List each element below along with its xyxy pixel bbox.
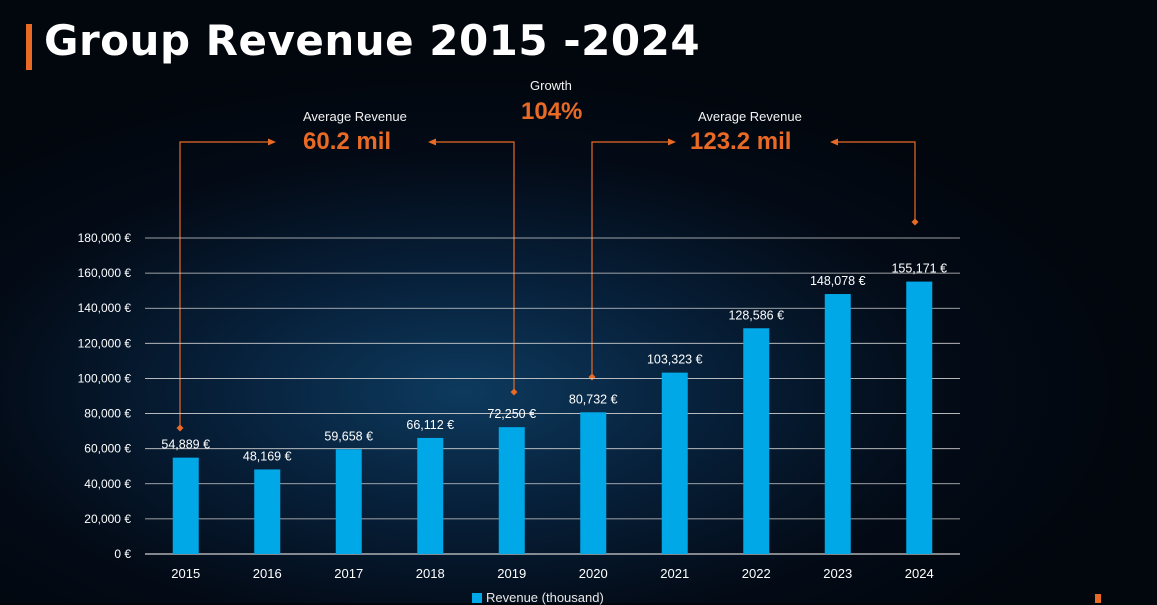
connector-marker bbox=[911, 218, 919, 226]
data-label: 80,732 € bbox=[569, 392, 618, 406]
y-tick-label: 180,000 € bbox=[78, 231, 132, 245]
data-label: 148,078 € bbox=[810, 274, 866, 288]
data-label: 59,658 € bbox=[324, 429, 373, 443]
data-label: 128,586 € bbox=[728, 308, 784, 322]
connector-right-start bbox=[591, 141, 668, 377]
connector-left-start bbox=[179, 141, 268, 428]
avg-revenue-left-label: Average Revenue bbox=[303, 109, 407, 124]
bar bbox=[661, 372, 688, 554]
x-tick-label: 2016 bbox=[253, 566, 282, 581]
y-tick-label: 20,000 € bbox=[84, 512, 131, 526]
bar bbox=[417, 437, 444, 554]
connector-marker bbox=[510, 388, 518, 396]
x-tick-label: 2015 bbox=[171, 566, 200, 581]
y-tick-label: 0 € bbox=[114, 547, 131, 561]
connector-left-end bbox=[436, 141, 515, 392]
bar bbox=[254, 469, 281, 554]
data-label: 66,112 € bbox=[406, 418, 454, 432]
data-label: 103,323 € bbox=[647, 353, 703, 367]
x-tick-label: 2022 bbox=[742, 566, 771, 581]
x-tick-label: 2023 bbox=[823, 566, 852, 581]
x-tick-label: 2020 bbox=[579, 566, 608, 581]
arrow-head bbox=[830, 138, 838, 146]
x-tick-label: 2024 bbox=[905, 566, 934, 581]
y-tick-label: 160,000 € bbox=[78, 266, 132, 280]
y-tick-label: 40,000 € bbox=[84, 477, 131, 491]
y-tick-label: 100,000 € bbox=[78, 371, 132, 385]
bar bbox=[335, 449, 362, 554]
x-axis-tick-labels: 2015 2016 2017 2018 2019 2020 2021 2022 2023 2024 bbox=[171, 566, 933, 581]
bar bbox=[580, 412, 607, 554]
bar bbox=[743, 328, 770, 554]
x-tick-label: 2017 bbox=[334, 566, 363, 581]
x-tick-label: 2021 bbox=[660, 566, 689, 581]
arrow-head bbox=[268, 138, 276, 146]
data-label: 72,250 € bbox=[487, 407, 536, 421]
annotation-connectors bbox=[176, 138, 919, 432]
connector-marker bbox=[176, 424, 184, 432]
growth-label: Growth bbox=[530, 78, 572, 93]
y-tick-label: 60,000 € bbox=[84, 442, 131, 456]
chart-bars bbox=[172, 281, 933, 554]
data-label: 54,889 € bbox=[161, 438, 210, 452]
chart-legend: Revenue (thousand) bbox=[472, 590, 604, 605]
connector-right-end bbox=[838, 141, 916, 222]
x-tick-label: 2019 bbox=[497, 566, 526, 581]
legend-label: Revenue (thousand) bbox=[486, 590, 604, 605]
avg-revenue-right-value: 123.2 mil bbox=[690, 128, 792, 155]
connector-marker bbox=[588, 373, 596, 381]
avg-revenue-right-label: Average Revenue bbox=[698, 109, 802, 124]
corner-accent-mark bbox=[1095, 594, 1101, 603]
y-tick-label: 80,000 € bbox=[84, 407, 131, 421]
bar bbox=[824, 294, 851, 554]
bar bbox=[906, 281, 933, 554]
arrow-head bbox=[668, 138, 676, 146]
legend-swatch bbox=[472, 592, 482, 603]
bar-data-labels: 54,889 € 48,169 € 59,658 € 66,112 € 72,250 €… bbox=[161, 262, 947, 464]
bar bbox=[498, 427, 525, 554]
data-label: 48,169 € bbox=[243, 449, 292, 463]
y-axis-tick-labels: 0 € 20,000 € 40,000 € 60,000 € 80,000 € 100,0… bbox=[78, 231, 132, 561]
arrow-head bbox=[428, 138, 436, 146]
y-tick-label: 120,000 € bbox=[78, 336, 132, 350]
x-tick-label: 2018 bbox=[416, 566, 445, 581]
growth-value: 104% bbox=[521, 98, 583, 125]
avg-revenue-left-value: 60.2 mil bbox=[303, 128, 392, 155]
title-accent-bar bbox=[26, 24, 32, 70]
y-tick-label: 140,000 € bbox=[78, 301, 132, 315]
page-title: Group Revenue 2015 -2024 bbox=[44, 16, 701, 65]
chart-gridlines bbox=[145, 237, 960, 555]
bar bbox=[172, 457, 199, 554]
data-label: 155,171 € bbox=[891, 262, 947, 276]
